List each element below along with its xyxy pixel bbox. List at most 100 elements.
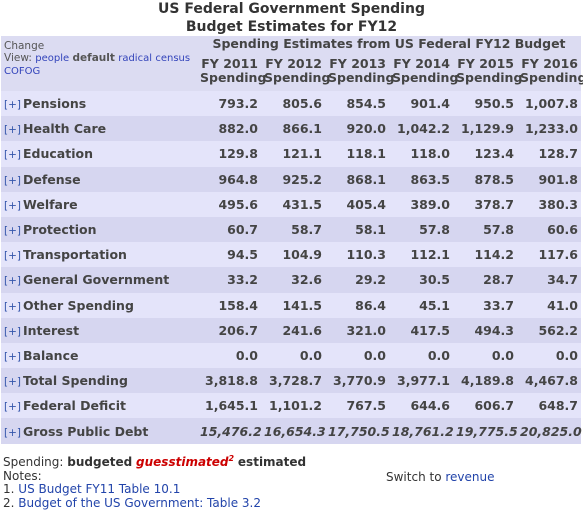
row-label-cell: [+] Other Spending bbox=[1, 292, 197, 318]
row-label-cell: [+] Pensions bbox=[1, 91, 197, 117]
cell-value: 417.5 bbox=[389, 317, 453, 343]
cell-value: 495.6 bbox=[197, 191, 261, 217]
cell-value: 19,775.5 bbox=[453, 418, 518, 444]
view-label: View: bbox=[4, 52, 32, 64]
note-mark: 2 bbox=[228, 454, 235, 463]
expand-toggle[interactable]: [+] bbox=[4, 350, 21, 363]
expand-toggle[interactable]: [+] bbox=[4, 300, 21, 313]
cell-value: 805.6 bbox=[261, 91, 325, 117]
cell-value: 644.6 bbox=[389, 393, 453, 419]
row-label-cell: [+] Transportation bbox=[1, 242, 197, 268]
table-row: [+] Pensions 793.2 805.6 854.5 901.4 950.5 1,00… bbox=[1, 91, 581, 117]
guesstimated: guesstimated bbox=[136, 455, 229, 469]
table-row: [+] Welfare 495.6 431.5 405.4 389.0 378.7 380.3 bbox=[1, 191, 581, 217]
cell-value: 950.5 bbox=[453, 91, 517, 117]
expand-toggle[interactable]: [+] bbox=[4, 99, 21, 112]
column-header: FY 2016 Spending bbox=[517, 51, 583, 91]
expand-toggle[interactable]: [+] bbox=[4, 174, 21, 187]
cell-value: 1,042.2 bbox=[389, 116, 453, 142]
note-num: 1. bbox=[3, 482, 15, 496]
cell-value: 3,728.7 bbox=[261, 368, 325, 394]
cell-value: 0.0 bbox=[517, 342, 581, 369]
cell-value: 606.7 bbox=[453, 393, 517, 419]
row-label: Health Care bbox=[23, 121, 107, 137]
cell-value: 1,129.9 bbox=[453, 116, 517, 142]
cell-value: 3,818.8 bbox=[197, 368, 261, 394]
column-header: FY 2015 Spending bbox=[453, 51, 522, 91]
cell-value: 58.1 bbox=[325, 216, 389, 243]
expand-toggle[interactable]: [+] bbox=[4, 325, 21, 338]
cell-value: 86.4 bbox=[325, 292, 389, 318]
view-current: default bbox=[72, 52, 115, 64]
subtitle: Budget Estimates for FY12 bbox=[185, 19, 398, 35]
cell-value: 114.2 bbox=[453, 242, 517, 268]
expand-toggle[interactable]: [+] bbox=[4, 225, 21, 238]
table-row: [+] Federal Deficit 1,645.1 1,101.2 767.5 644… bbox=[1, 393, 581, 419]
view-link[interactable]: people bbox=[35, 53, 70, 64]
expand-toggle[interactable]: [+] bbox=[4, 426, 21, 439]
view-link[interactable]: census bbox=[155, 53, 191, 64]
cell-value: 1,645.1 bbox=[197, 393, 261, 419]
cell-value: 33.2 bbox=[197, 267, 261, 293]
view-link[interactable]: radical bbox=[118, 53, 152, 64]
cell-value: 863.5 bbox=[389, 166, 453, 192]
cell-value: 321.0 bbox=[325, 317, 389, 343]
cell-value: 901.4 bbox=[389, 91, 453, 117]
cell-value: 58.7 bbox=[261, 216, 325, 243]
expand-toggle[interactable]: [+] bbox=[4, 250, 21, 263]
expand-toggle[interactable]: [+] bbox=[4, 376, 21, 389]
column-label: Spending bbox=[328, 70, 395, 85]
cell-value: 34.7 bbox=[517, 267, 581, 293]
expand-toggle[interactable]: [+] bbox=[4, 401, 21, 414]
cell-value: 33.7 bbox=[453, 292, 517, 318]
cell-value: 562.2 bbox=[517, 317, 581, 343]
row-label-cell: [+] Defense bbox=[1, 166, 197, 192]
view-link[interactable]: COFOG bbox=[4, 66, 41, 77]
note-link[interactable]: US Budget FY11 Table 10.1 bbox=[18, 482, 181, 496]
change-label: Change bbox=[4, 40, 45, 52]
cell-value: 57.8 bbox=[389, 216, 453, 243]
expand-toggle[interactable]: [+] bbox=[4, 199, 21, 212]
column-year: FY 2014 bbox=[393, 56, 450, 71]
column-year: FY 2013 bbox=[329, 56, 386, 71]
group-header: Spending Estimates from US Federal FY12 … bbox=[212, 36, 566, 51]
title: US Federal Government Spending bbox=[158, 1, 425, 17]
cell-value: 793.2 bbox=[197, 91, 261, 117]
cell-value: 0.0 bbox=[453, 342, 517, 369]
column-year: FY 2015 bbox=[457, 56, 514, 71]
cell-value: 206.7 bbox=[197, 317, 261, 343]
switch-link[interactable]: revenue bbox=[445, 470, 495, 484]
cell-value: 866.1 bbox=[261, 116, 325, 142]
cell-value: 925.2 bbox=[261, 166, 325, 192]
notes-label: Notes: bbox=[3, 468, 42, 483]
cell-value: 4,467.8 bbox=[517, 368, 581, 394]
expand-toggle[interactable]: [+] bbox=[4, 149, 21, 162]
table-row: [+] Gross Public Debt 15,476.2 16,654.3 17,7… bbox=[1, 418, 582, 444]
cell-value: 18,761.2 bbox=[389, 418, 454, 444]
column-label: Spending bbox=[200, 70, 267, 85]
note-num: 2. bbox=[3, 495, 15, 510]
row-label-cell: [+] Gross Public Debt bbox=[1, 418, 197, 444]
row-label: Total Spending bbox=[23, 373, 128, 389]
row-label: General Government bbox=[23, 272, 170, 288]
row-label: Gross Public Debt bbox=[23, 423, 149, 439]
cell-value: 17,750.5 bbox=[325, 418, 390, 444]
note-link[interactable]: Budget of the US Government: Table 3.2 bbox=[18, 495, 261, 510]
row-label: Transportation bbox=[23, 247, 127, 263]
expand-toggle[interactable]: [+] bbox=[4, 124, 21, 137]
row-label: Other Spending bbox=[23, 297, 134, 313]
column-label: Spending bbox=[520, 70, 583, 85]
cell-value: 121.1 bbox=[261, 141, 325, 167]
expand-toggle[interactable]: [+] bbox=[4, 275, 21, 288]
row-label-cell: [+] Total Spending bbox=[1, 368, 197, 394]
row-label: Balance bbox=[23, 347, 79, 363]
cell-value: 494.3 bbox=[453, 317, 517, 343]
cell-value: 878.5 bbox=[453, 166, 517, 192]
cell-value: 117.6 bbox=[517, 242, 581, 268]
budget-table: Change View: people default radical cens… bbox=[1, 36, 583, 444]
row-label-cell: [+] Welfare bbox=[1, 191, 197, 217]
cell-value: 60.7 bbox=[197, 216, 261, 243]
row-label: Pensions bbox=[23, 96, 87, 112]
cell-value: 118.0 bbox=[389, 141, 453, 167]
